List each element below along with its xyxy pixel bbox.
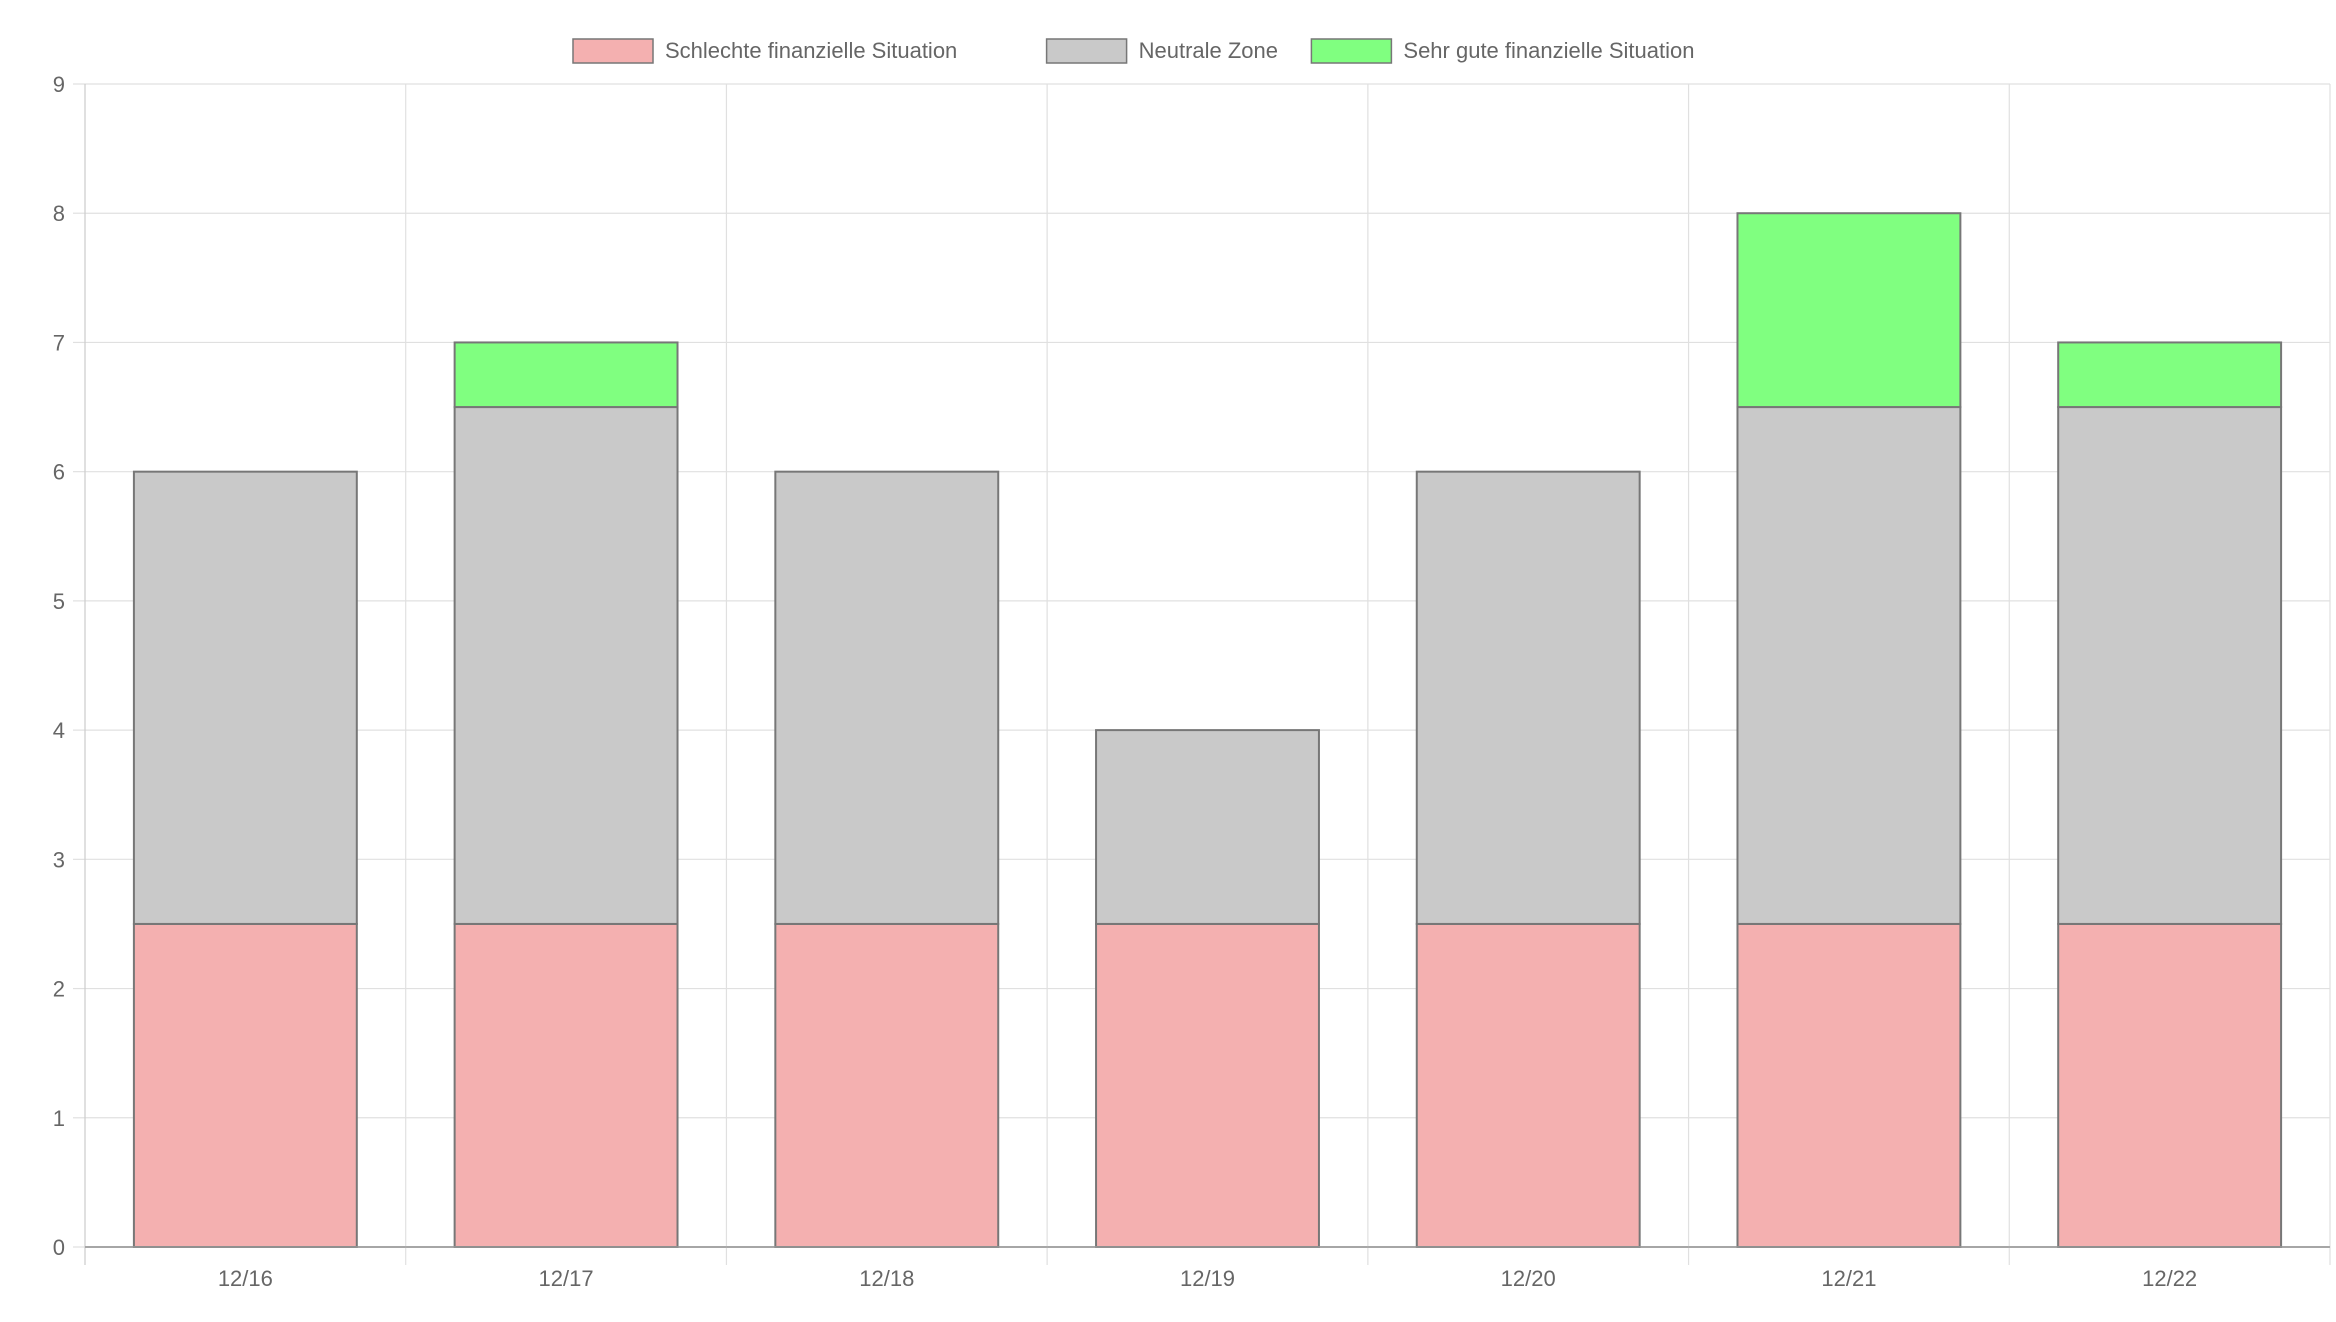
x-axis-ticks: 12/16 12/17 12/18 12/19 12/20 12/21 12/22	[218, 1266, 2197, 1291]
x-tick-label: 12/21	[1821, 1266, 1876, 1291]
y-tick-label: 2	[53, 977, 65, 1002]
x-tick-label: 12/18	[859, 1266, 914, 1291]
legend-label: Schlechte finanzielle Situation	[665, 38, 957, 63]
x-tick-label: 12/19	[1180, 1266, 1235, 1291]
bar-segment-bad[interactable]	[1415, 922, 1641, 1248]
y-tick-label: 5	[53, 589, 65, 614]
legend-swatch	[1045, 38, 1128, 64]
y-tick-label: 3	[53, 847, 65, 872]
y-tick-label: 9	[53, 72, 65, 97]
y-tick-label: 6	[53, 460, 65, 485]
bar-segment-neutral[interactable]	[1736, 406, 1962, 925]
chart-legend: Schlechte finanzielle Situation Neutrale …	[572, 38, 1694, 64]
y-tick-label: 1	[53, 1106, 65, 1131]
bar-segment-neutral[interactable]	[453, 406, 679, 925]
legend-item[interactable]: Sehr gute finanzielle Situation	[1310, 38, 1694, 64]
bar-segment-good[interactable]	[1736, 212, 1962, 409]
x-tick-label: 12/20	[1501, 1266, 1556, 1291]
bar-segment-neutral[interactable]	[1415, 470, 1641, 925]
legend-label: Sehr gute finanzielle Situation	[1403, 38, 1694, 63]
legend-swatch	[572, 38, 654, 64]
y-tick-label: 7	[53, 330, 65, 355]
y-axis-ticks: 0 1 2 3 4 5 6 7 8 9	[53, 72, 65, 1260]
legend-item[interactable]: Neutrale Zone	[1045, 38, 1278, 64]
legend-swatch	[1310, 38, 1393, 64]
y-tick-label: 0	[53, 1235, 65, 1260]
bar-segment-neutral[interactable]	[774, 470, 1000, 925]
legend-label: Neutrale Zone	[1139, 38, 1278, 63]
bar-segment-neutral[interactable]	[1095, 729, 1320, 925]
y-tick-label: 4	[53, 718, 65, 743]
legend-item[interactable]: Schlechte finanzielle Situation	[572, 38, 957, 64]
bar-segment-bad[interactable]	[1736, 922, 1962, 1248]
bar-segment-bad[interactable]	[132, 922, 358, 1248]
chart-bars	[132, 212, 2283, 1248]
bar-segment-bad[interactable]	[774, 922, 1000, 1248]
bar-segment-neutral[interactable]	[2057, 406, 2283, 925]
y-tick-label: 8	[53, 201, 65, 226]
x-tick-label: 12/22	[2142, 1266, 2197, 1291]
x-tick-label: 12/16	[218, 1266, 273, 1291]
bar-segment-neutral[interactable]	[132, 470, 358, 925]
bar-segment-bad[interactable]	[1095, 922, 1320, 1248]
bar-segment-good[interactable]	[453, 341, 679, 409]
bar-segment-bad[interactable]	[2057, 922, 2283, 1248]
x-tick-label: 12/17	[539, 1266, 594, 1291]
bar-segment-good[interactable]	[2057, 341, 2283, 409]
bar-segment-bad[interactable]	[453, 922, 679, 1248]
